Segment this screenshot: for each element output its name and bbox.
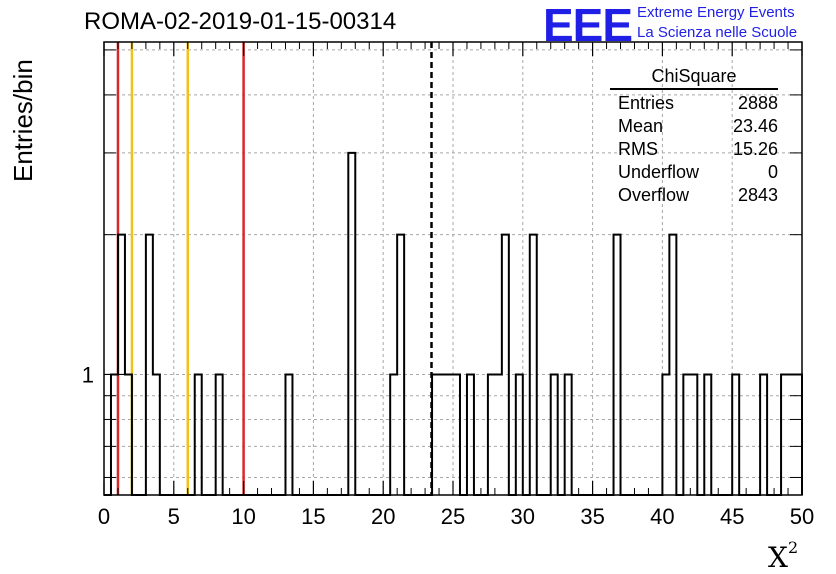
stat-label: Mean — [618, 116, 664, 136]
stats-box: ChiSquare Entries 2888 Mean 23.46 RMS 15… — [610, 66, 778, 207]
tick-labels: 0 5 10 15 20 25 30 35 40 45 50 1 — [82, 362, 814, 529]
x-tick-label: 45 — [720, 504, 744, 529]
x-tick-label: 10 — [231, 504, 255, 529]
x-tick-label: 35 — [580, 504, 604, 529]
x-tick-label: 25 — [441, 504, 465, 529]
eee-logo: EEE — [543, 0, 633, 51]
stat-label: Underflow — [618, 162, 700, 182]
stat-value: 2888 — [737, 93, 778, 113]
axis-ticks — [103, 42, 803, 495]
x-tick-label: 50 — [790, 504, 814, 529]
x-tick-label: 20 — [371, 504, 395, 529]
stat-row-mean: Mean 23.46 — [610, 115, 778, 138]
x-tick-label: 30 — [511, 504, 535, 529]
stat-row-overflow: Overflow 2843 — [610, 184, 778, 207]
y-axis-label-wrap: Entries/bin — [8, 59, 38, 192]
x-tick-label: 5 — [168, 504, 180, 529]
run-title: ROMA-02-2019-01-15-00314 — [84, 8, 397, 35]
stats-title: ChiSquare — [610, 66, 778, 90]
stat-value: 23.46 — [732, 116, 778, 136]
stat-label: Overflow — [618, 185, 690, 205]
org-name: Extreme Energy Events — [637, 4, 795, 21]
stat-value: 15.26 — [732, 139, 778, 159]
x-tick-label: 0 — [98, 504, 110, 529]
stat-row-rms: RMS 15.26 — [610, 138, 778, 161]
x-tick-label: 15 — [301, 504, 325, 529]
reference-lines — [116, 42, 433, 495]
org-subtitle: La Scienza nelle Scuole — [637, 24, 798, 41]
stat-label: RMS — [618, 139, 658, 159]
x-axis-label: X2 — [768, 538, 798, 574]
stat-row-underflow: Underflow 0 — [610, 161, 778, 184]
stat-value: 0 — [767, 162, 778, 182]
stat-value: 2843 — [737, 185, 778, 205]
y-tick-label: 1 — [82, 362, 94, 387]
stat-label: Entries — [618, 93, 675, 113]
y-axis-label: Entries/bin — [8, 59, 38, 182]
x-axis-label-superscript: 2 — [787, 538, 799, 557]
x-tick-label: 40 — [650, 504, 674, 529]
x-axis-label-base: X — [768, 541, 788, 574]
stat-row-entries: Entries 2888 — [610, 92, 778, 115]
